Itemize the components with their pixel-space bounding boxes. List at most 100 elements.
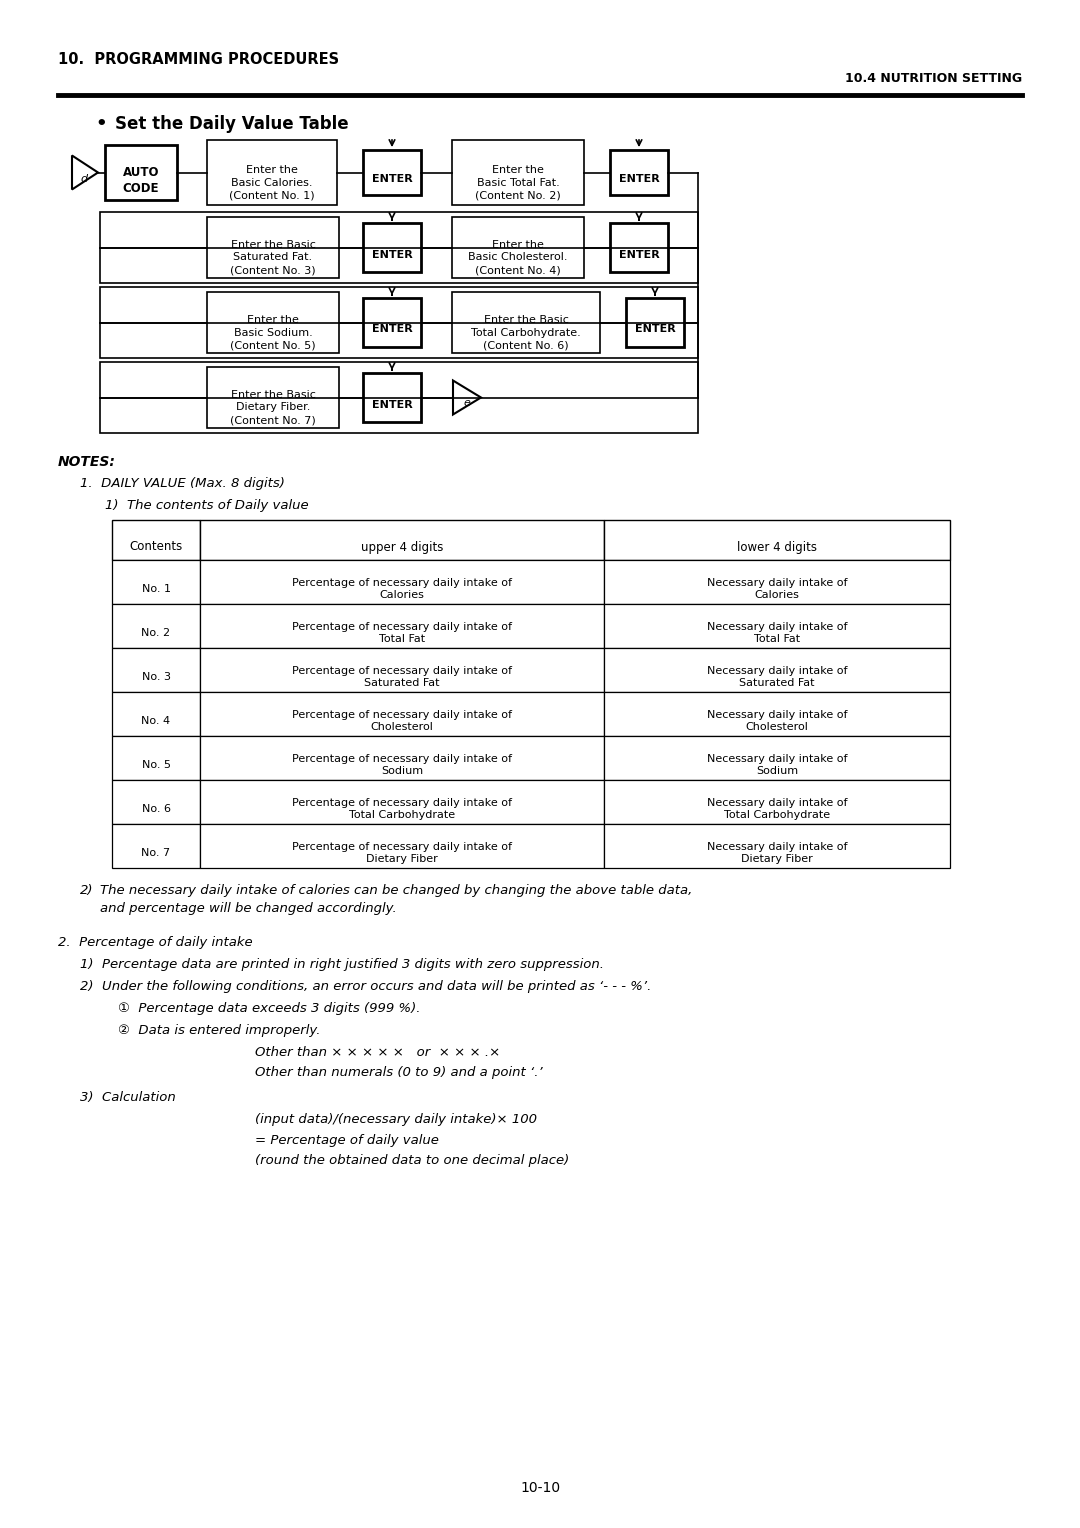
Text: Necessary daily intake of
Calories: Necessary daily intake of Calories	[706, 578, 847, 601]
Bar	[453, 217, 584, 278]
Bar	[604, 692, 950, 736]
Bar	[200, 604, 604, 648]
Polygon shape	[453, 380, 481, 414]
Text: Necessary daily intake of
Total Fat: Necessary daily intake of Total Fat	[706, 622, 847, 645]
Text: 1.  DAILY VALUE (Max. 8 digits): 1. DAILY VALUE (Max. 8 digits)	[80, 477, 285, 490]
Bar	[207, 217, 339, 278]
Bar	[453, 141, 584, 205]
Text: 1)  The contents of Daily value: 1) The contents of Daily value	[105, 500, 309, 512]
Bar	[112, 520, 200, 559]
Text: The necessary daily intake of calories can be changed by changing the above tabl: The necessary daily intake of calories c…	[100, 885, 692, 915]
Bar	[112, 779, 200, 824]
Bar	[112, 824, 200, 868]
Text: = Percentage of daily value: = Percentage of daily value	[255, 1134, 438, 1148]
Text: ENTER: ENTER	[635, 324, 675, 335]
Text: Percentage of necessary daily intake of
Sodium: Percentage of necessary daily intake of …	[292, 753, 512, 776]
Text: 10-10: 10-10	[519, 1481, 561, 1494]
Bar	[363, 150, 421, 196]
Text: No. 3: No. 3	[141, 672, 171, 681]
Text: ①  Percentage data exceeds 3 digits (999 %).: ① Percentage data exceeds 3 digits (999 …	[118, 1002, 420, 1015]
Text: Percentage of necessary daily intake of
Total Carbohydrate: Percentage of necessary daily intake of …	[292, 798, 512, 821]
Bar	[200, 824, 604, 868]
Bar	[604, 824, 950, 868]
Bar	[604, 559, 950, 604]
Bar	[200, 559, 604, 604]
Text: ENTER: ENTER	[372, 174, 413, 185]
Text: Necessary daily intake of
Dietary Fiber: Necessary daily intake of Dietary Fiber	[706, 842, 847, 865]
Text: 2)  Under the following conditions, an error occurs and data will be printed as : 2) Under the following conditions, an er…	[80, 979, 651, 993]
Text: No. 7: No. 7	[141, 848, 171, 859]
Bar	[112, 604, 200, 648]
Bar	[100, 287, 698, 358]
Text: No. 1: No. 1	[141, 584, 171, 594]
Text: Other than numerals (0 to 9) and a point ‘.’: Other than numerals (0 to 9) and a point…	[255, 1067, 543, 1079]
Text: Necessary daily intake of
Saturated Fat: Necessary daily intake of Saturated Fat	[706, 666, 847, 688]
Text: ENTER: ENTER	[372, 399, 413, 410]
Text: NOTES:: NOTES:	[58, 455, 116, 469]
Bar	[112, 559, 200, 604]
Text: Percentage of necessary daily intake of
Total Fat: Percentage of necessary daily intake of …	[292, 622, 512, 645]
Text: d: d	[80, 174, 87, 183]
Text: ENTER: ENTER	[372, 324, 413, 335]
Bar	[207, 292, 339, 353]
Text: Enter the
Basic Sodium.
(Content No. 5): Enter the Basic Sodium. (Content No. 5)	[230, 315, 315, 350]
Text: 3)  Calculation: 3) Calculation	[80, 1091, 176, 1105]
Text: Necessary daily intake of
Sodium: Necessary daily intake of Sodium	[706, 753, 847, 776]
Polygon shape	[72, 156, 98, 189]
Text: AUTO
CODE: AUTO CODE	[123, 167, 159, 196]
Bar	[200, 779, 604, 824]
Bar	[100, 212, 698, 283]
Text: (input data)/(necessary daily intake)× 100: (input data)/(necessary daily intake)× 1…	[255, 1112, 537, 1126]
Bar	[200, 648, 604, 692]
Bar	[100, 362, 698, 432]
Text: Enter the
Basic Calories.
(Content No. 1): Enter the Basic Calories. (Content No. 1…	[229, 165, 314, 200]
Text: Enter the
Basic Total Fat.
(Content No. 2): Enter the Basic Total Fat. (Content No. …	[475, 165, 561, 200]
Text: Necessary daily intake of
Cholesterol: Necessary daily intake of Cholesterol	[706, 711, 847, 732]
Text: (round the obtained data to one decimal place): (round the obtained data to one decimal …	[255, 1154, 569, 1167]
Text: Percentage of necessary daily intake of
Dietary Fiber: Percentage of necessary daily intake of …	[292, 842, 512, 865]
Text: Enter the
Basic Cholesterol.
(Content No. 4): Enter the Basic Cholesterol. (Content No…	[469, 240, 568, 275]
Bar	[207, 141, 337, 205]
Text: No. 6: No. 6	[141, 804, 171, 814]
Text: Enter the Basic
Dietary Fiber.
(Content No. 7): Enter the Basic Dietary Fiber. (Content …	[230, 390, 315, 425]
Bar	[604, 520, 950, 559]
Bar	[207, 367, 339, 428]
Text: No. 4: No. 4	[141, 717, 171, 726]
Bar	[363, 373, 421, 422]
Text: Other than × × × × ×   or  × × × .×: Other than × × × × × or × × × .×	[255, 1047, 500, 1059]
Bar	[604, 604, 950, 648]
Text: 10.4 NUTRITION SETTING: 10.4 NUTRITION SETTING	[845, 72, 1022, 86]
Text: e: e	[463, 399, 471, 408]
Text: upper 4 digits: upper 4 digits	[361, 541, 443, 553]
Text: Enter the Basic
Total Carbohydrate.
(Content No. 6): Enter the Basic Total Carbohydrate. (Con…	[471, 315, 581, 350]
Bar	[200, 692, 604, 736]
Text: •: •	[95, 115, 107, 133]
Bar	[112, 648, 200, 692]
Bar	[363, 298, 421, 347]
Text: No. 2: No. 2	[141, 628, 171, 639]
Text: Percentage of necessary daily intake of
Cholesterol: Percentage of necessary daily intake of …	[292, 711, 512, 732]
Text: 2): 2)	[80, 885, 94, 897]
Text: ENTER: ENTER	[619, 174, 660, 185]
Bar	[626, 298, 684, 347]
Bar	[105, 145, 177, 200]
Text: ENTER: ENTER	[372, 249, 413, 260]
Text: 1)  Percentage data are printed in right justified 3 digits with zero suppressio: 1) Percentage data are printed in right …	[80, 958, 604, 970]
Text: Necessary daily intake of
Total Carbohydrate: Necessary daily intake of Total Carbohyd…	[706, 798, 847, 821]
Bar	[604, 648, 950, 692]
Bar	[453, 292, 600, 353]
Text: ENTER: ENTER	[619, 249, 660, 260]
Text: ②  Data is entered improperly.: ② Data is entered improperly.	[118, 1024, 321, 1038]
Text: 2.  Percentage of daily intake: 2. Percentage of daily intake	[58, 937, 253, 949]
Bar	[610, 150, 669, 196]
Bar	[610, 223, 669, 272]
Bar	[604, 779, 950, 824]
Bar	[363, 223, 421, 272]
Bar	[112, 736, 200, 779]
Text: lower 4 digits: lower 4 digits	[737, 541, 816, 553]
Text: Set the Daily Value Table: Set the Daily Value Table	[114, 115, 349, 133]
Text: Percentage of necessary daily intake of
Saturated Fat: Percentage of necessary daily intake of …	[292, 666, 512, 688]
Text: 10.  PROGRAMMING PROCEDURES: 10. PROGRAMMING PROCEDURES	[58, 52, 339, 67]
Bar	[604, 736, 950, 779]
Text: No. 5: No. 5	[141, 759, 171, 770]
